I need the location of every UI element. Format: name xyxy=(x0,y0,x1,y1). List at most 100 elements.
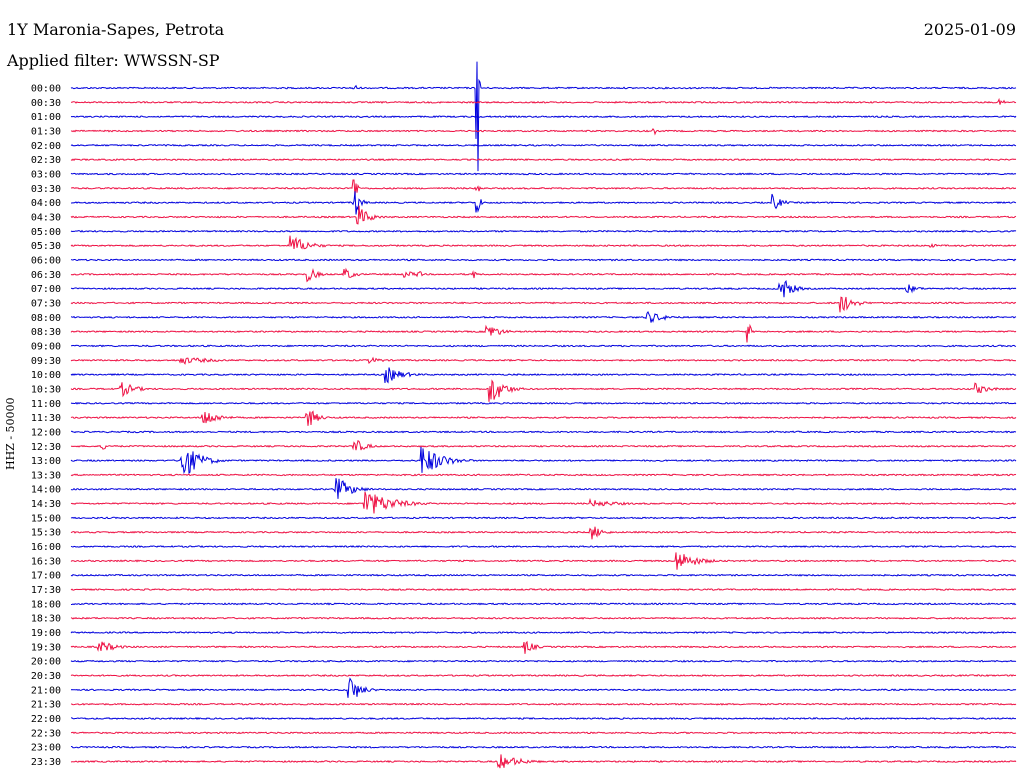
trace-line xyxy=(70,379,1017,402)
trace-line xyxy=(70,323,1017,343)
trace-line xyxy=(70,172,1017,176)
trace-line xyxy=(70,401,1017,405)
row-time-label: 07:00 xyxy=(31,284,61,295)
row-time-label: 22:00 xyxy=(31,714,61,725)
trace-line xyxy=(71,716,1016,721)
row-time-label: 12:00 xyxy=(31,427,61,438)
trace-line xyxy=(70,143,1017,147)
row-time-label: 23:00 xyxy=(31,743,61,754)
row-time-label: 03:00 xyxy=(31,169,61,180)
row-time-label: 18:00 xyxy=(31,599,61,610)
row-time-label: 17:30 xyxy=(31,585,61,596)
channel-label: HHZ - 50000 xyxy=(4,397,17,470)
row-time-label: 19:00 xyxy=(31,628,61,639)
trace-line xyxy=(71,731,1017,735)
trace-line xyxy=(70,179,1017,196)
row-time-label: 06:30 xyxy=(31,270,61,281)
trace-line xyxy=(70,367,1017,384)
trace-line xyxy=(70,267,1017,283)
row-time-label: 02:30 xyxy=(31,155,61,166)
row-time-label: 13:00 xyxy=(31,456,61,467)
row-time-label: 01:30 xyxy=(31,126,61,137)
trace-line xyxy=(70,616,1017,620)
row-time-label: 16:30 xyxy=(31,556,61,567)
trace-line xyxy=(70,588,1017,591)
row-time-label: 08:30 xyxy=(31,327,61,338)
trace-line xyxy=(70,446,1017,475)
trace-line xyxy=(70,229,1017,233)
row-time-label: 18:30 xyxy=(31,614,61,625)
trace-line xyxy=(70,61,1017,172)
trace-line xyxy=(70,205,1017,225)
trace-line xyxy=(71,602,1017,606)
row-time-label: 12:30 xyxy=(31,442,61,453)
trace-line xyxy=(70,115,1017,119)
filter-label: Applied filter: WWSSN-SP xyxy=(7,51,220,70)
row-time-label: 20:30 xyxy=(31,671,61,682)
trace-line xyxy=(70,526,1017,540)
date-label: 2025-01-09 xyxy=(923,20,1016,39)
row-time-label: 11:30 xyxy=(31,413,61,424)
row-time-label: 03:30 xyxy=(31,184,61,195)
row-time-label: 13:30 xyxy=(31,470,61,481)
station-title: 1Y Maronia-Sapes, Petrota xyxy=(7,20,225,39)
trace-line xyxy=(70,344,1017,348)
row-time-label: 01:00 xyxy=(31,112,61,123)
row-time-label: 04:30 xyxy=(31,212,61,223)
trace-line xyxy=(71,97,1017,105)
trace-line xyxy=(70,280,1017,298)
row-time-label: 14:00 xyxy=(31,485,61,496)
row-time-label: 15:30 xyxy=(31,528,61,539)
row-time-label: 02:00 xyxy=(31,141,61,152)
trace-line xyxy=(70,516,1017,520)
trace-line xyxy=(70,552,1017,570)
trace-line xyxy=(70,659,1017,663)
row-time-label: 15:00 xyxy=(31,513,61,524)
trace-line xyxy=(70,754,1017,769)
row-time-label: 06:00 xyxy=(31,255,61,266)
trace-line xyxy=(70,430,1017,434)
row-time-label: 00:00 xyxy=(31,84,61,95)
row-time-label: 10:30 xyxy=(31,384,61,395)
trace-line xyxy=(70,545,1017,549)
row-time-label: 00:30 xyxy=(31,98,61,109)
trace-line xyxy=(70,128,1017,136)
row-time-label: 20:00 xyxy=(31,657,61,668)
row-time-label: 21:30 xyxy=(31,700,61,711)
row-time-label: 08:00 xyxy=(31,313,61,324)
trace-line xyxy=(70,440,1017,451)
row-time-label: 07:30 xyxy=(31,298,61,309)
trace-line xyxy=(70,673,1017,677)
row-time-label: 04:00 xyxy=(31,198,61,209)
row-time-label: 05:30 xyxy=(31,241,61,252)
trace-line xyxy=(71,191,1017,215)
trace-line xyxy=(70,356,1017,365)
row-time-label: 19:30 xyxy=(31,642,61,653)
row-time-label: 09:30 xyxy=(31,356,61,367)
trace-line xyxy=(70,491,1017,514)
trace-line xyxy=(70,410,1017,426)
row-time-label: 22:30 xyxy=(31,728,61,739)
trace-line xyxy=(70,158,1017,162)
trace-line xyxy=(70,745,1017,749)
row-time-label: 23:30 xyxy=(31,757,61,768)
trace-line xyxy=(70,478,1017,499)
row-time-label: 11:00 xyxy=(31,399,61,410)
trace-line xyxy=(70,573,1017,577)
trace-line xyxy=(70,677,1017,698)
row-time-label: 10:00 xyxy=(31,370,61,381)
row-time-label: 21:00 xyxy=(31,685,61,696)
trace-line xyxy=(70,631,1017,634)
trace-line xyxy=(70,640,1017,654)
trace-line xyxy=(70,258,1017,262)
row-time-label: 14:30 xyxy=(31,499,61,510)
row-time-label: 17:00 xyxy=(31,571,61,582)
row-time-label: 05:00 xyxy=(31,227,61,238)
trace-line xyxy=(70,311,1017,323)
trace-line xyxy=(70,473,1017,477)
row-time-label: 16:00 xyxy=(31,542,61,553)
trace-line xyxy=(70,702,1017,706)
trace-line xyxy=(70,296,1017,313)
trace-line xyxy=(70,235,1017,250)
